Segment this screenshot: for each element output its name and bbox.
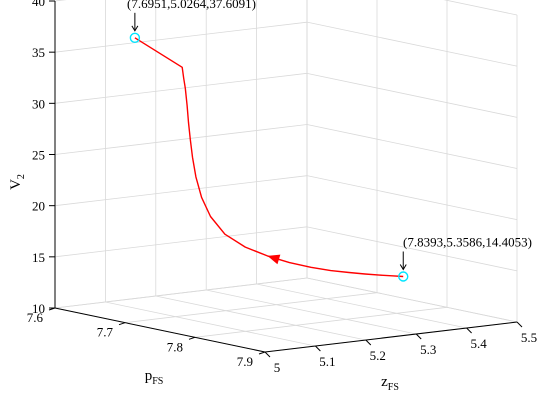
marker-layer [129, 32, 409, 282]
point-annotation: (7.8393,5.3586,14.4053) [403, 235, 532, 250]
back-wall-grid-line [54, 21, 308, 53]
trajectory-line [134, 37, 404, 278]
x-tick-mark [365, 339, 372, 346]
y-tick-label: 7.8 [167, 339, 183, 354]
x-tick-mark [315, 345, 321, 352]
x-tick-mark [415, 333, 422, 340]
y-tick-label: 7.7 [97, 325, 114, 340]
z-tick-label: 30 [32, 96, 45, 111]
y-tick-mark [118, 322, 126, 326]
z-tick-label: 20 [32, 199, 45, 214]
back-wall-grid-line [54, 226, 308, 258]
x-axis-line [264, 321, 518, 353]
grid-layer [54, 0, 518, 353]
side-wall-grid-line [306, 21, 518, 67]
floor-grid-line [194, 306, 448, 338]
side-wall-grid-line [306, 226, 518, 272]
floor-grid-line [206, 289, 417, 335]
y-axis-line [54, 307, 266, 353]
x-tick-label: 5.3 [420, 342, 436, 357]
x-tick-mark [264, 351, 271, 358]
annotation-layer: (7.6951,5.0264,37.6091) (7.8393,5.3586,14… [127, 0, 532, 271]
x-tick-mark [466, 327, 472, 334]
direction-arrow [267, 254, 281, 265]
floor-grid-line [256, 283, 467, 329]
side-wall-grid-line [306, 124, 518, 169]
annotation-arrow-head [131, 25, 139, 32]
tick-layer: 5 5.1 5.2 5.3 5.4 5.5 7.6 7.7 7.8 7.9 10 15 20 25 30 35… [27, 0, 537, 375]
x-tick-label: 5.5 [521, 330, 537, 345]
back-wall-grid-line [54, 175, 308, 207]
point-marker [129, 32, 141, 44]
z-tick-label: 10 [32, 301, 45, 316]
y-axis-title: pFS [145, 368, 164, 387]
point-annotation: (7.6951,5.0264,37.6091) [127, 0, 256, 11]
side-wall-grid-line [306, 72, 518, 118]
floor-grid-line [124, 292, 378, 324]
point-marker [398, 271, 409, 282]
side-wall-grid-line [306, 277, 518, 323]
curve-layer [134, 37, 404, 278]
y-tick-label: 7.6 [27, 310, 44, 325]
floor-grid-line [155, 295, 366, 341]
x-tick-mark [516, 321, 523, 328]
side-wall-grid-line [443, 0, 518, 16]
back-wall-grid-line [54, 124, 308, 155]
back-wall-grid-line [54, 277, 308, 309]
z-tick-label: 35 [32, 45, 45, 60]
x-tick-label: 5.2 [370, 348, 386, 363]
annotation-arrow-head [399, 264, 407, 271]
z-tick-label: 15 [32, 250, 45, 265]
y-tick-mark [188, 336, 196, 340]
z-tick-label: 40 [32, 0, 45, 9]
floor-grid-line [105, 301, 316, 347]
z-axis-title: V2 [8, 174, 27, 190]
x-tick-label: 5.1 [319, 354, 335, 369]
x-tick-label: 5 [274, 360, 281, 375]
side-wall-grid-line [306, 175, 518, 221]
x-axis-title: zFS [381, 374, 399, 393]
back-wall-grid-line [54, 72, 308, 104]
x-tick-label: 5.4 [470, 336, 487, 351]
y-tick-mark [258, 351, 266, 355]
y-tick-label: 7.9 [237, 354, 253, 369]
z-tick-label: 25 [32, 148, 45, 163]
